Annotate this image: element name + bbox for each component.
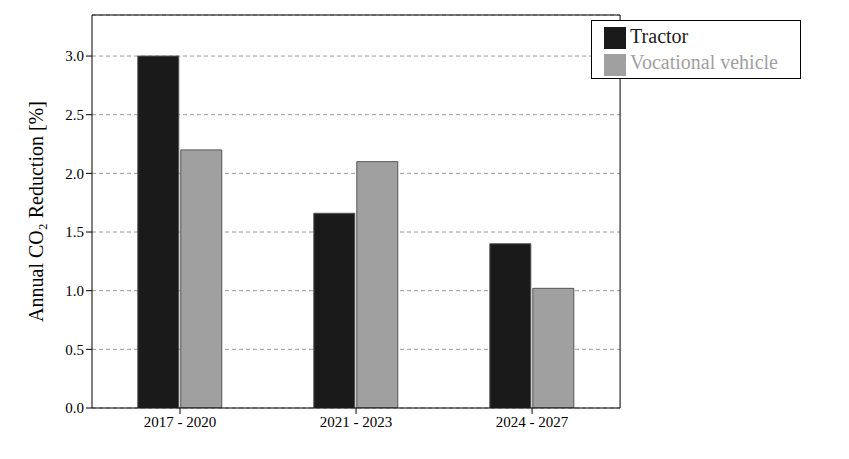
html-text:Tractor: Tractor [630, 25, 689, 47]
svg-text:0.0: 0.0 [65, 400, 84, 416]
svg-text:3.0: 3.0 [65, 48, 84, 64]
svg-text:2.5: 2.5 [65, 107, 84, 123]
svg-text:2017 - 2020: 2017 - 2020 [144, 414, 217, 430]
svg-text:Annual CO₂ Reduction [%]: Annual CO₂ Reduction [%] [25, 101, 47, 322]
svg-text:1.0: 1.0 [65, 283, 84, 299]
svg-text:0.5: 0.5 [65, 342, 84, 358]
html-text:Vocational vehicle: Vocational vehicle [630, 51, 778, 74]
svg-text:2024 - 2027: 2024 - 2027 [496, 414, 569, 430]
svg-text:2.0: 2.0 [65, 166, 84, 182]
svg-text:1.5: 1.5 [65, 224, 84, 240]
svg-text:2021 - 2023: 2021 - 2023 [320, 414, 393, 430]
